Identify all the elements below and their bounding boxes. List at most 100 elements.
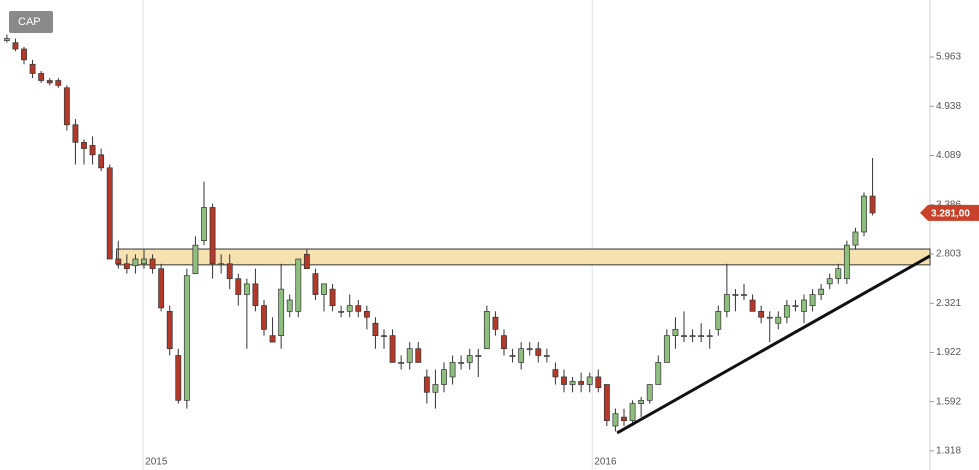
- candle-body: [612, 413, 619, 427]
- candle-body: [518, 348, 525, 363]
- candle-body: [672, 329, 679, 336]
- candle-body: [398, 362, 405, 364]
- candle-body: [561, 376, 567, 385]
- candle-body: [586, 376, 593, 385]
- price-tag: [920, 204, 979, 221]
- candle-body: [269, 335, 276, 343]
- candle-body: [509, 355, 516, 357]
- candle-body: [766, 316, 773, 319]
- candle-body: [715, 311, 722, 330]
- support-zone: [116, 248, 931, 266]
- candle-body: [235, 278, 242, 295]
- candle-body: [732, 294, 739, 296]
- candle-body: [132, 258, 139, 267]
- candle-body: [346, 305, 353, 312]
- candle-body: [329, 288, 336, 306]
- candle-body: [852, 231, 859, 246]
- legend-label: CAP: [18, 16, 41, 28]
- candle-body: [303, 253, 310, 270]
- candle-body: [835, 268, 842, 280]
- y-tick-label: 1.592: [936, 396, 961, 407]
- candle-body: [629, 403, 636, 422]
- candle-body: [663, 335, 670, 363]
- candle-body: [543, 355, 550, 357]
- candle-body: [706, 335, 713, 337]
- candle-body: [201, 207, 207, 242]
- candle-body: [252, 283, 259, 306]
- y-tick-label: 5.963: [936, 52, 961, 63]
- candle-body: [286, 299, 293, 312]
- x-tick-label: 2016: [594, 457, 617, 468]
- candle-body: [3, 38, 10, 41]
- candle-body: [749, 299, 756, 312]
- candle-body: [843, 244, 850, 280]
- candle-body: [98, 154, 105, 169]
- candle-body: [226, 263, 233, 280]
- candle-body: [38, 73, 45, 81]
- candle-body: [355, 305, 362, 312]
- y-tick-label: 2.803: [936, 249, 961, 260]
- candle-body: [818, 288, 825, 295]
- candle-body: [449, 362, 456, 378]
- x-tick-label: 2015: [145, 457, 168, 468]
- candle-body: [372, 322, 379, 336]
- candle-body: [338, 311, 345, 313]
- candle-body: [483, 311, 490, 350]
- candle-body: [595, 376, 602, 388]
- candle-body: [166, 311, 173, 350]
- candle-body: [46, 80, 53, 84]
- candle-body: [406, 348, 413, 363]
- candle-body: [492, 316, 499, 330]
- candle-body: [655, 362, 662, 385]
- candle-body: [389, 335, 396, 363]
- candle-body: [175, 355, 182, 401]
- candle-body: [123, 263, 130, 270]
- candle-body: [809, 294, 816, 306]
- candle-body: [55, 80, 62, 86]
- candle-body: [63, 87, 70, 126]
- candle-body: [861, 195, 867, 233]
- candle-body: [569, 381, 576, 385]
- candle-body: [381, 335, 387, 337]
- legend-badge: [9, 11, 53, 33]
- candle-body: [141, 258, 147, 265]
- candle-body: [209, 207, 216, 265]
- candle-body: [466, 355, 473, 363]
- candle-body: [775, 316, 782, 324]
- candle-body: [723, 294, 730, 312]
- candle-body: [792, 305, 799, 307]
- candle-body: [801, 299, 807, 312]
- candle-body: [89, 145, 96, 156]
- candle-body: [681, 335, 687, 337]
- candle-body: [535, 348, 542, 356]
- candle-body: [741, 294, 747, 296]
- candle-body: [261, 305, 267, 330]
- candle-body: [158, 268, 165, 309]
- trendline: [616, 254, 931, 435]
- candle-body: [312, 273, 319, 295]
- candle-body: [278, 288, 285, 336]
- candle-body: [295, 258, 302, 312]
- candle-body: [363, 311, 370, 318]
- candle-body: [689, 335, 696, 337]
- y-tick-label: 2.321: [936, 298, 961, 309]
- candle-body: [81, 142, 87, 149]
- candle-body: [458, 362, 465, 364]
- candle-body: [646, 384, 653, 401]
- candle-body: [115, 258, 122, 265]
- candle-body: [432, 384, 439, 393]
- candle-body: [218, 263, 225, 266]
- candle-body: [552, 369, 559, 378]
- candle-body: [192, 244, 199, 274]
- y-tick-label: 3.386: [936, 199, 961, 210]
- candle-body: [415, 348, 422, 363]
- candle-body: [758, 311, 765, 318]
- y-tick-label: 4.089: [936, 150, 961, 161]
- candle-body: [72, 124, 79, 143]
- y-tick-label: 1.922: [936, 347, 961, 358]
- candle-body: [578, 381, 585, 385]
- candle-body: [475, 355, 482, 357]
- candle-body: [826, 278, 833, 285]
- candle-body: [783, 305, 790, 318]
